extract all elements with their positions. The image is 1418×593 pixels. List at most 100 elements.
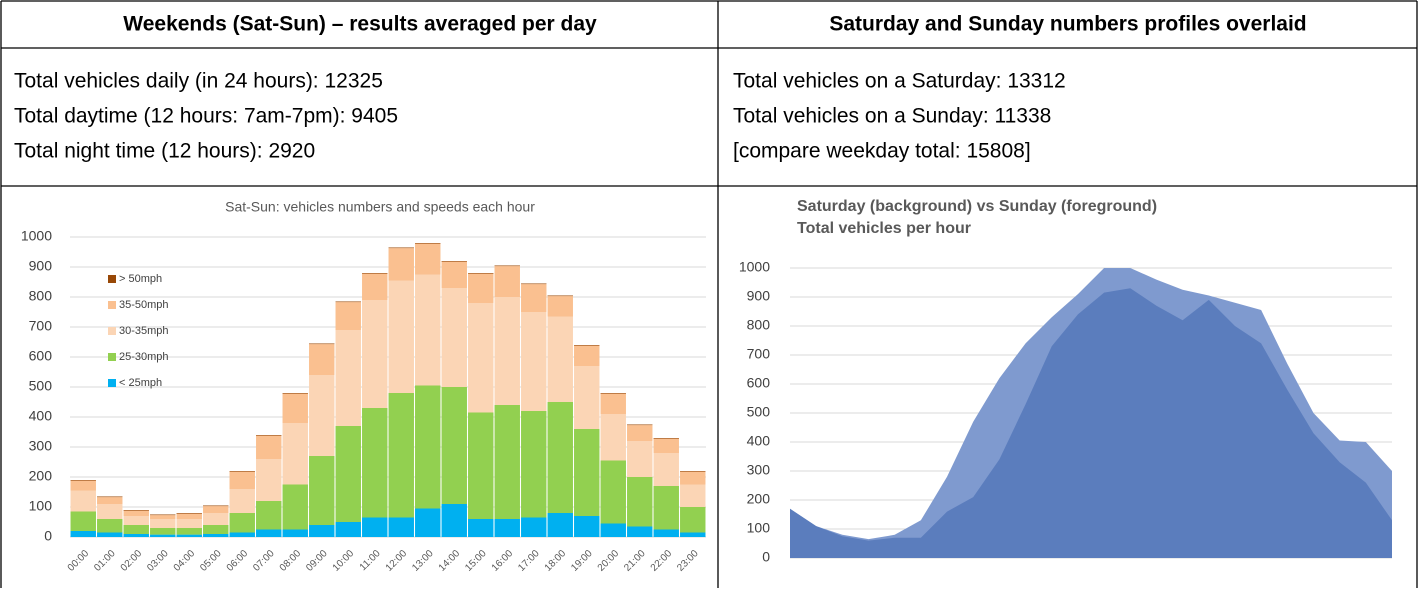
bar-segment: [521, 283, 547, 285]
bar-segment: [176, 513, 202, 519]
bar-segment: [441, 504, 467, 537]
bar-segment: [176, 534, 202, 537]
bar-segment: [494, 405, 520, 519]
bar-segment: [256, 529, 282, 537]
bar-segment: [468, 273, 494, 303]
y-tick-label: 1000: [739, 259, 770, 275]
bar-segment: [653, 453, 679, 486]
x-tick-label: 17:00: [516, 548, 542, 574]
bar-segment: [70, 511, 96, 531]
x-tick-label: 19:00: [569, 548, 595, 574]
bar-segment: [203, 534, 229, 537]
bar-segment: [203, 513, 229, 525]
x-tick-label: 00:00: [66, 548, 92, 574]
y-tick-label: 700: [29, 318, 53, 334]
x-tick-label: 05:00: [198, 548, 224, 574]
x-tick-label: 22:00: [649, 548, 675, 574]
bar-segment: [150, 534, 176, 537]
legend-label: 25-30mph: [119, 351, 169, 363]
y-tick-label: 500: [29, 378, 53, 394]
bar-segment: [335, 302, 361, 330]
bar-segment: [70, 480, 96, 481]
bar-segment: [521, 411, 547, 518]
x-tick-label: 12:00: [384, 548, 410, 574]
bar-segment: [547, 295, 573, 297]
bar-segment: [574, 345, 600, 346]
legend-label: 35-50mph: [119, 299, 169, 311]
bar-segment: [229, 513, 255, 533]
y-tick-label: 800: [747, 317, 771, 333]
bar-segment: [415, 508, 441, 537]
bar-segment: [388, 247, 414, 249]
x-tick-label: 11:00: [358, 548, 383, 573]
y-tick-label: 700: [747, 346, 771, 362]
summary-line: Total vehicles daily (in 24 hours): 1232…: [14, 70, 383, 93]
bar-segment: [176, 519, 202, 528]
bar-segment: [123, 516, 149, 525]
bar-segment: [282, 484, 308, 530]
bar-segment: [256, 435, 282, 459]
bar-segment: [441, 387, 467, 504]
y-tick-label: 600: [747, 375, 771, 391]
bar-segment: [653, 438, 679, 439]
bar-segment: [97, 532, 123, 537]
legend-swatch: [108, 353, 116, 361]
area: [790, 288, 1392, 558]
bar-segment: [97, 497, 123, 504]
bar-segment: [441, 261, 467, 288]
y-tick-label: 200: [29, 468, 53, 484]
bar-segment: [600, 523, 626, 537]
bar-segment: [627, 425, 653, 441]
bar-segment: [388, 393, 414, 518]
bar-segment: [415, 243, 441, 244]
bar-segment: [627, 526, 653, 537]
bar-segment: [256, 435, 282, 436]
bar-segment: [653, 486, 679, 530]
chart-title: Saturday (background) vs Sunday (foregro…: [797, 198, 1157, 215]
bar-segment: [600, 414, 626, 461]
x-tick-label: 18:00: [543, 548, 569, 574]
bar-segment: [468, 519, 494, 537]
bar-segment: [229, 471, 255, 472]
bar-segment: [680, 484, 706, 507]
bar-segment: [150, 519, 176, 528]
bar-segment: [150, 528, 176, 535]
y-tick-label: 800: [29, 288, 53, 304]
y-tick-label: 300: [29, 438, 53, 454]
bar-segment: [309, 456, 335, 525]
legend-label: < 25mph: [119, 377, 162, 389]
bar-segment: [494, 265, 520, 267]
bar-segment: [441, 261, 467, 262]
bar-segment: [388, 248, 414, 281]
legend-swatch: [108, 327, 116, 335]
bar-segment: [547, 402, 573, 513]
bar-segment: [468, 273, 494, 274]
bar-segment: [335, 522, 361, 537]
legend-label: > 50mph: [119, 273, 162, 285]
bar-segment: [229, 489, 255, 513]
legend-swatch: [108, 275, 116, 283]
x-tick-label: 16:00: [490, 548, 516, 574]
bar-segment: [415, 385, 441, 509]
bar-segment: [282, 393, 308, 423]
bar-segment: [547, 513, 573, 537]
x-tick-label: 03:00: [145, 548, 171, 574]
bar-segment: [600, 393, 626, 394]
bar-segment: [547, 296, 573, 317]
bar-segment: [362, 300, 388, 408]
bar-segment: [150, 514, 176, 516]
y-tick-label: 600: [29, 348, 53, 364]
bar-segment: [229, 532, 255, 537]
legend-swatch: [108, 379, 116, 387]
bar-segment: [468, 412, 494, 519]
bar-segment: [309, 343, 335, 345]
summary-line: Total daytime (12 hours: 7am-7pm): 9405: [14, 105, 398, 128]
bar-segment: [653, 529, 679, 537]
bar-segment: [574, 345, 600, 366]
bar-segment: [256, 459, 282, 501]
bar-segment: [362, 517, 388, 537]
bar-segment: [176, 528, 202, 535]
bar-segment: [415, 243, 441, 275]
